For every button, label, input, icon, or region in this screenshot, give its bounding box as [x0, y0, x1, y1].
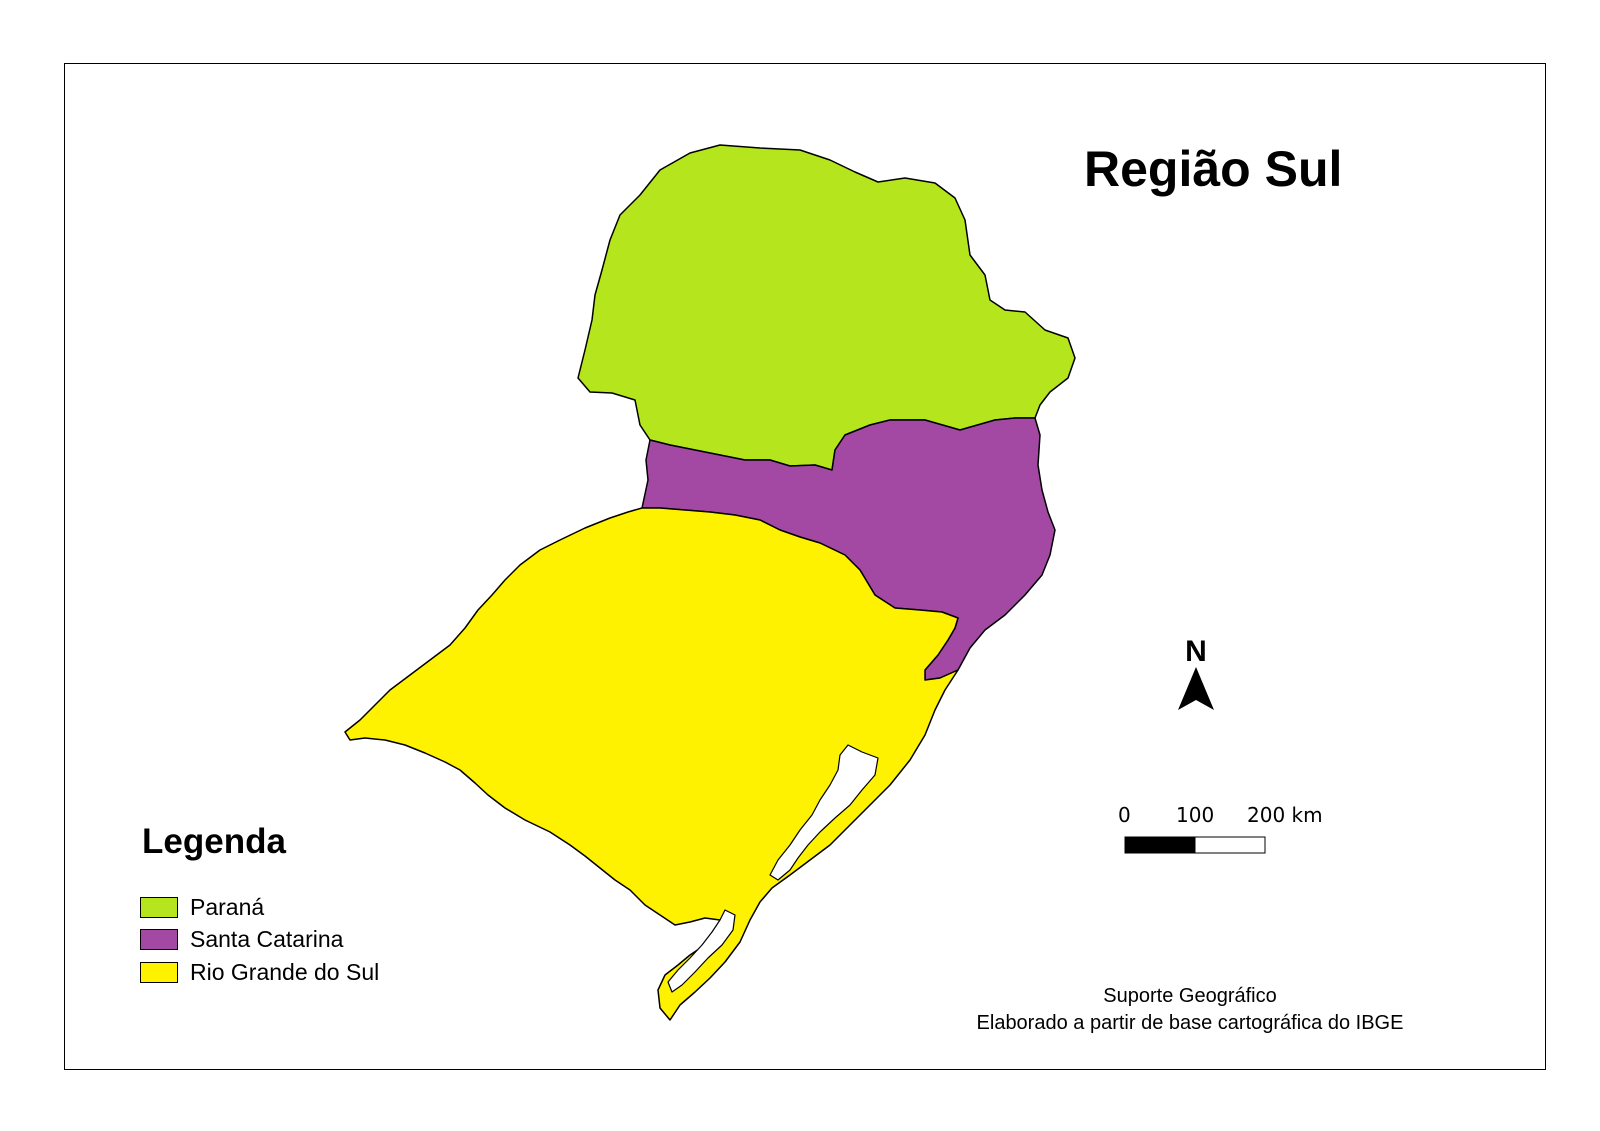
map-frame [64, 63, 1546, 1070]
scale-bar-segment-white [1194, 836, 1266, 854]
legend-swatch-rio-grande-do-sul [140, 961, 178, 983]
legend-title: Legenda [142, 822, 286, 861]
legend-swatch-santa-catarina [140, 928, 178, 950]
legend-item-santa-catarina: Santa Catarina [140, 925, 344, 952]
north-arrow-icon [1178, 667, 1214, 710]
credit-line-2: Elaborado a partir de base cartográfica … [976, 1012, 1404, 1034]
scale-label-100: 100 [1176, 803, 1215, 827]
lagoa-dos-patos [769, 744, 879, 881]
scale-bar [1124, 836, 1266, 854]
scale-label-0: 0 [1118, 803, 1131, 827]
lagoa-mirim [667, 909, 736, 993]
map-title: Região Sul [1084, 141, 1343, 197]
legend-item-parana: Paraná [140, 893, 265, 920]
state-rio-grande-do-sul [344, 507, 959, 1021]
credit-line-1: Suporte Geográfico [1103, 985, 1277, 1007]
legend-label: Santa Catarina [190, 925, 344, 952]
north-arrow-label: N [1185, 635, 1207, 668]
legend-label: Paraná [190, 893, 265, 920]
legend-swatch-parana [140, 896, 178, 918]
legend-item-rio-grande-do-sul: Rio Grande do Sul [140, 958, 380, 985]
scale-label-200km: 200 km [1247, 803, 1323, 827]
north-arrow: N [1178, 635, 1214, 710]
legend-label: Rio Grande do Sul [190, 958, 380, 985]
scale-bar-segment-black [1124, 836, 1196, 854]
